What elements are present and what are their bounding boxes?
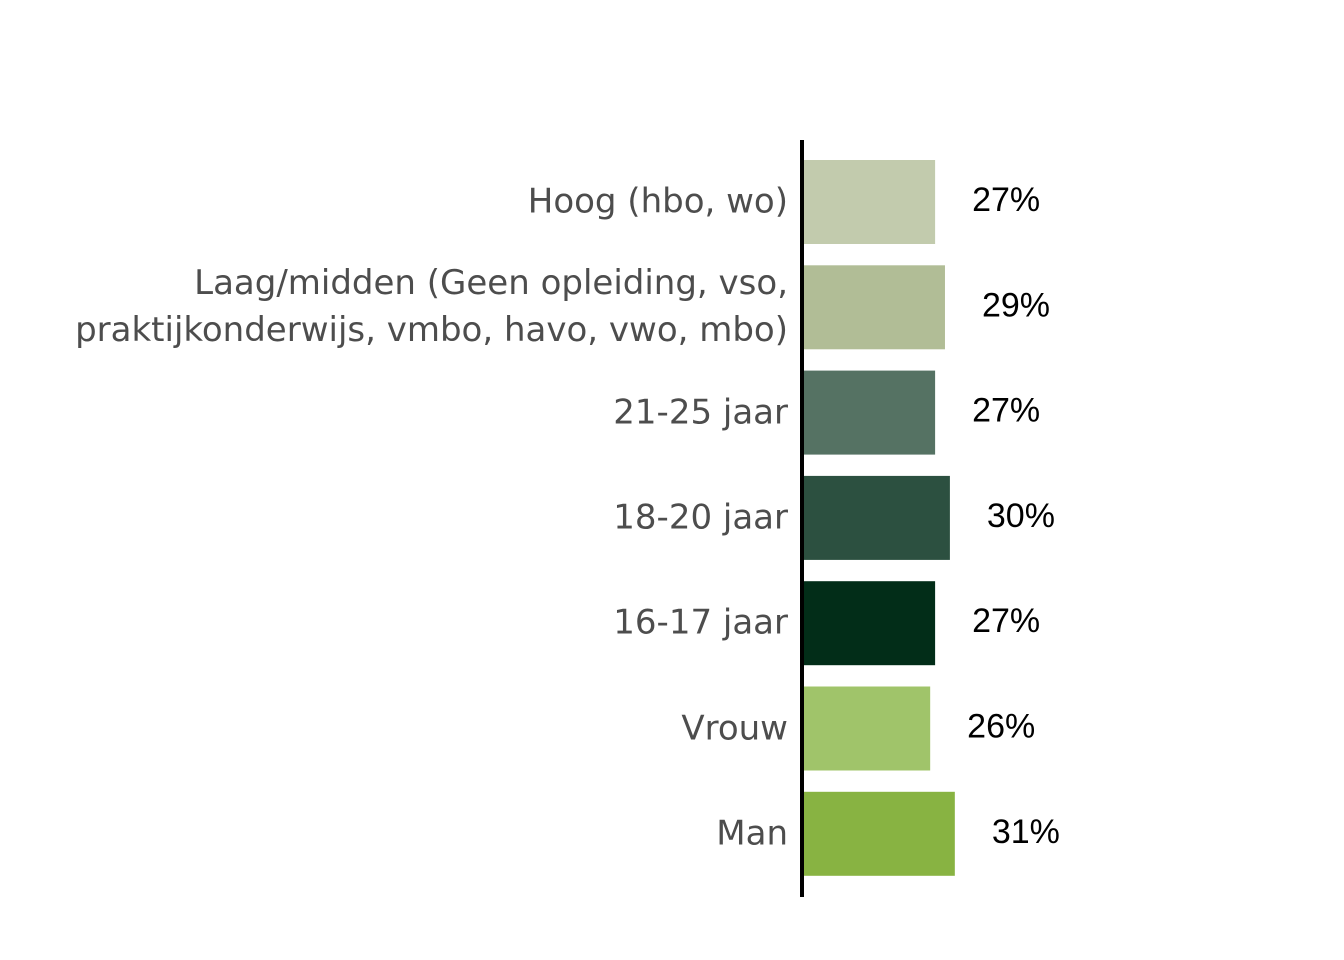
value-label: 31% (992, 813, 1060, 851)
category-label: 21-25 jaar (613, 392, 788, 433)
category-label: 16-17 jaar (613, 602, 788, 643)
value-label: 29% (982, 286, 1050, 324)
bar (802, 686, 931, 771)
category-label: Laag/midden (Geen opleiding, vso, prakti… (75, 263, 788, 351)
category-label: Hoog (hbo, wo) (527, 181, 788, 222)
value-label: 27% (972, 181, 1040, 219)
bar (802, 370, 936, 455)
category-label: Man (716, 813, 788, 854)
value-label: 30% (987, 497, 1055, 535)
bar (802, 265, 945, 350)
value-label: 27% (972, 602, 1040, 640)
value-label: 27% (972, 392, 1040, 430)
category-label: Vrouw (681, 708, 788, 749)
category-label: 18-20 jaar (613, 497, 788, 538)
bar (802, 581, 936, 666)
bar (802, 475, 950, 560)
bar (802, 160, 936, 244)
bar (802, 791, 955, 876)
value-label: 26% (967, 707, 1035, 745)
